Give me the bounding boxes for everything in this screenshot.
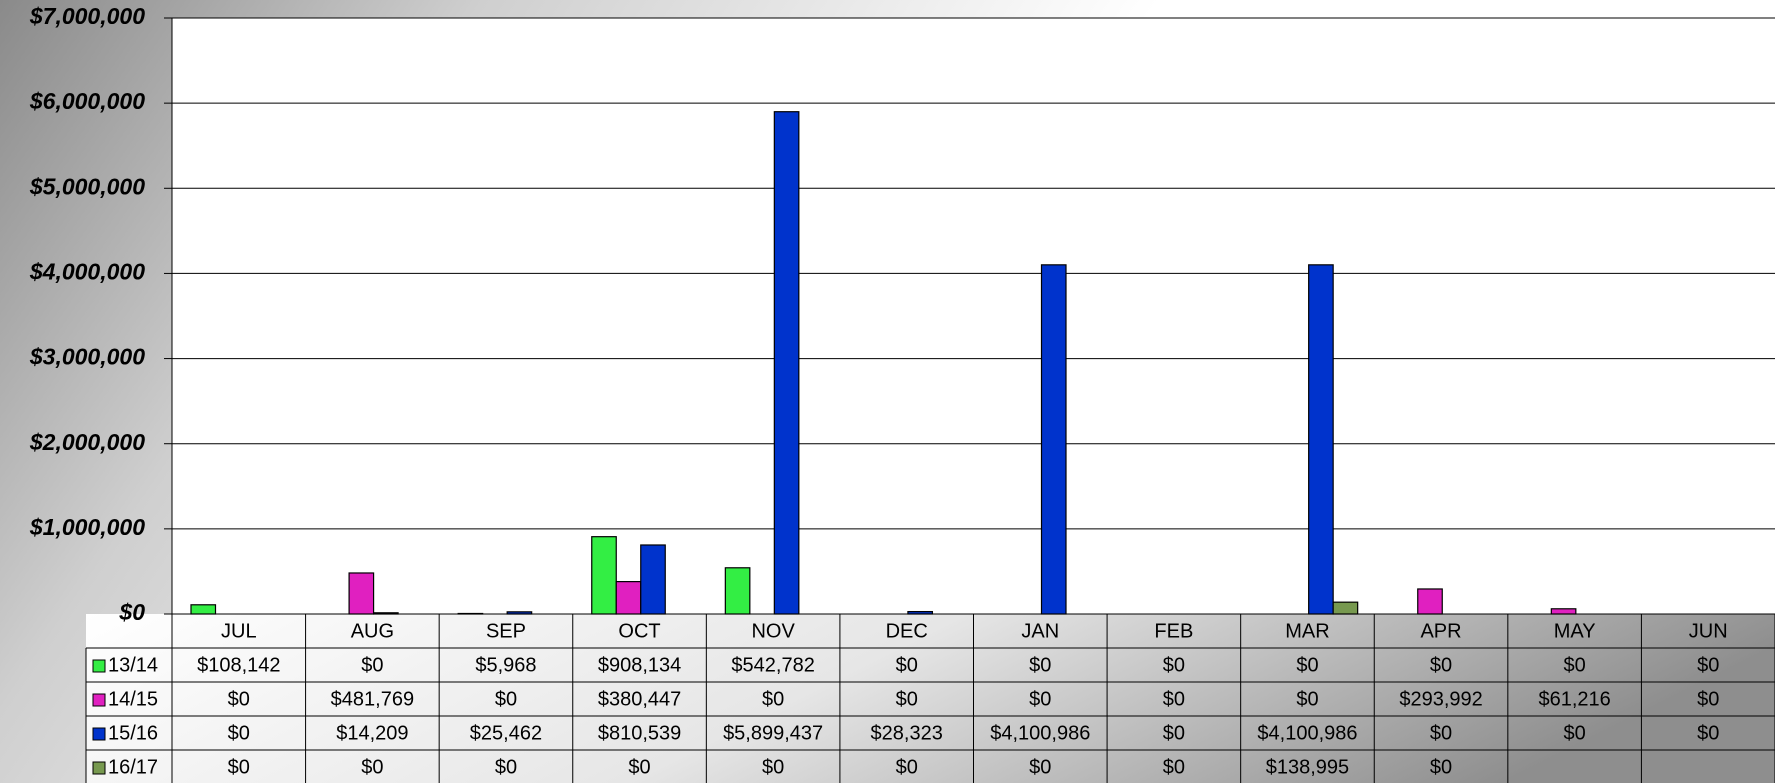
value-label: $0 xyxy=(495,756,517,778)
value-label: $138,995 xyxy=(1266,756,1349,778)
x-tick-label: MAY xyxy=(1554,620,1596,642)
y-tick-label: $3,000,000 xyxy=(29,344,145,370)
x-tick-label: NOV xyxy=(751,620,795,642)
value-label: $0 xyxy=(228,756,250,778)
bar xyxy=(1550,608,1577,615)
value-label: $61,216 xyxy=(1538,688,1610,710)
value-label: $481,769 xyxy=(331,688,414,710)
y-tick-label: $7,000,000 xyxy=(29,3,145,29)
x-tick-label: JAN xyxy=(1021,620,1059,642)
value-label: $0 xyxy=(1430,722,1452,744)
value-label: $0 xyxy=(1029,756,1051,778)
value-label: $542,782 xyxy=(731,654,814,676)
value-label: $0 xyxy=(1163,688,1185,710)
value-label: $0 xyxy=(228,722,250,744)
bar xyxy=(640,544,666,615)
x-tick-label: MAR xyxy=(1285,620,1329,642)
legend-swatch xyxy=(92,693,106,707)
value-label: $0 xyxy=(1296,654,1318,676)
value-label: $0 xyxy=(1029,654,1051,676)
value-label: $0 xyxy=(1697,654,1719,676)
table-area xyxy=(86,614,1775,783)
value-label: $0 xyxy=(628,756,650,778)
x-tick-label: JUN xyxy=(1689,620,1728,642)
value-label: $0 xyxy=(361,654,383,676)
value-label: $0 xyxy=(896,756,918,778)
value-label: $14,209 xyxy=(336,722,408,744)
value-label: $0 xyxy=(762,688,784,710)
legend-label: 13/14 xyxy=(108,654,158,676)
value-label: $0 xyxy=(1430,756,1452,778)
bar xyxy=(773,111,800,615)
value-label: $0 xyxy=(495,688,517,710)
value-label: $0 xyxy=(1163,654,1185,676)
legend-swatch xyxy=(92,727,106,741)
y-tick-label: $6,000,000 xyxy=(29,88,145,114)
bar xyxy=(1332,601,1359,615)
value-label: $908,134 xyxy=(598,654,681,676)
bar xyxy=(1040,264,1067,615)
value-label: $810,539 xyxy=(598,722,681,744)
legend-label: 15/16 xyxy=(108,722,158,744)
x-tick-label: AUG xyxy=(351,620,394,642)
value-label: $0 xyxy=(1697,688,1719,710)
bar xyxy=(190,604,217,615)
legend-swatch xyxy=(92,761,106,775)
value-label: $0 xyxy=(896,688,918,710)
y-tick-label: $1,000,000 xyxy=(29,514,145,540)
value-label: $0 xyxy=(1296,688,1318,710)
x-tick-label: SEP xyxy=(486,620,526,642)
value-label: $0 xyxy=(1163,722,1185,744)
y-tick-label: $2,000,000 xyxy=(29,429,145,455)
bar xyxy=(1417,588,1443,615)
x-tick-label: OCT xyxy=(618,620,660,642)
value-label: $28,323 xyxy=(871,722,943,744)
value-label: $4,100,986 xyxy=(1257,722,1357,744)
x-tick-label: JUL xyxy=(221,620,257,642)
bar xyxy=(615,581,642,615)
value-label: $0 xyxy=(1564,654,1586,676)
value-label: $108,142 xyxy=(197,654,280,676)
value-label: $0 xyxy=(896,654,918,676)
value-label: $4,100,986 xyxy=(990,722,1090,744)
x-tick-label: APR xyxy=(1420,620,1461,642)
value-label: $5,899,437 xyxy=(723,722,823,744)
value-label: $380,447 xyxy=(598,688,681,710)
value-label: $293,992 xyxy=(1399,688,1482,710)
value-label: $0 xyxy=(1564,722,1586,744)
legend-label: 14/15 xyxy=(108,688,158,710)
value-label: $0 xyxy=(1029,688,1051,710)
bar xyxy=(724,567,751,615)
value-label: $0 xyxy=(228,688,250,710)
value-label: $0 xyxy=(1430,654,1452,676)
value-label: $25,462 xyxy=(470,722,542,744)
x-tick-label: FEB xyxy=(1154,620,1193,642)
bar xyxy=(348,572,375,615)
value-label: $5,968 xyxy=(475,654,536,676)
plot-area xyxy=(172,18,1775,614)
legend-swatch xyxy=(92,659,106,673)
legend-label: 16/17 xyxy=(108,756,158,778)
value-label: $0 xyxy=(762,756,784,778)
y-tick-label: $5,000,000 xyxy=(29,173,145,199)
y-tick-label: $4,000,000 xyxy=(29,259,145,285)
value-label: $0 xyxy=(1163,756,1185,778)
value-label: $0 xyxy=(361,756,383,778)
bar xyxy=(591,536,617,615)
value-label: $0 xyxy=(1697,722,1719,744)
x-tick-label: DEC xyxy=(886,620,928,642)
y-tick-label: $0 xyxy=(118,599,145,625)
bar xyxy=(1308,264,1334,615)
